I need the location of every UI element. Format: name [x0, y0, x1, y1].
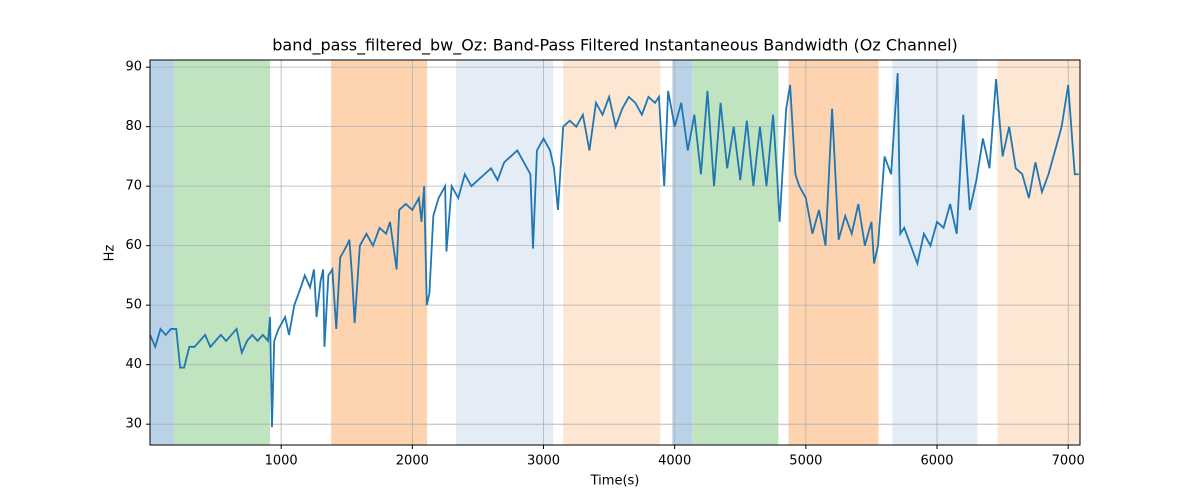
y-tick-label: 90: [125, 60, 142, 75]
shaded-span: [456, 60, 554, 445]
plot-frame: [149, 59, 1081, 446]
x-axis-label: Time(s): [590, 474, 640, 489]
shaded-span: [672, 60, 693, 445]
chart-title: band_pass_filtered_bw_Oz: Band-Pass Filt…: [272, 36, 958, 56]
shaded-span: [692, 60, 779, 445]
y-tick-label: 80: [125, 119, 142, 134]
y-tick-label: 70: [125, 179, 142, 194]
x-tick-label: 5000: [789, 454, 822, 469]
y-axis-label: Hz: [103, 245, 118, 262]
x-tick-label: 7000: [1052, 454, 1085, 469]
shaded-span: [892, 60, 978, 445]
x-tick-label: 4000: [658, 454, 691, 469]
x-tick-label: 1000: [265, 454, 298, 469]
x-tick-label: 3000: [527, 454, 560, 469]
shaded-span: [997, 60, 1080, 445]
x-tick-label: 2000: [396, 454, 429, 469]
y-tick-label: 50: [125, 298, 142, 313]
shaded-span: [563, 60, 661, 445]
y-tick-label: 30: [125, 417, 142, 432]
y-tick-label: 40: [125, 357, 142, 372]
shaded-span: [174, 60, 271, 445]
data-line: [149, 73, 1079, 428]
y-tick-label: 60: [125, 238, 142, 253]
x-tick-label: 6000: [920, 454, 953, 469]
shaded-span: [331, 60, 428, 445]
shaded-span: [150, 60, 175, 445]
